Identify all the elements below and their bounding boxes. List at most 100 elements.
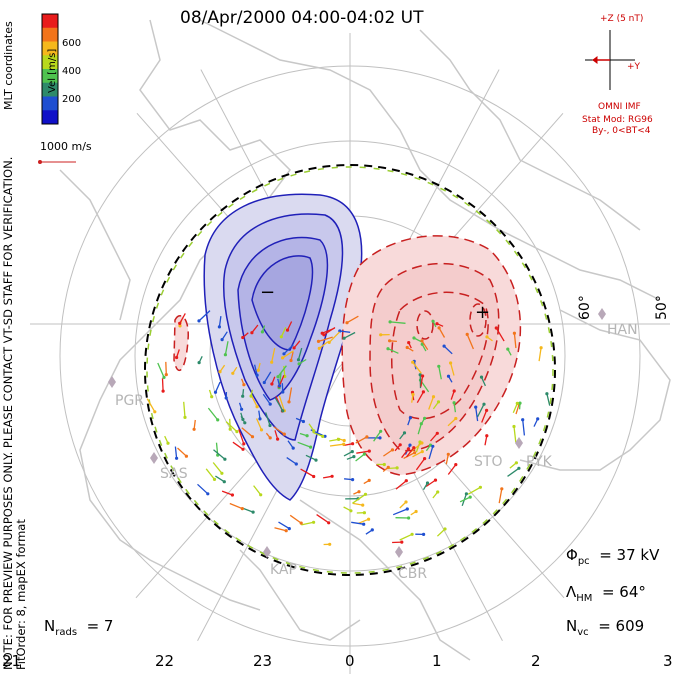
velocity-vector-origin	[282, 432, 286, 436]
velocity-vector-origin	[328, 542, 332, 546]
velocity-vector	[415, 458, 426, 471]
velocity-vector-origin	[223, 457, 227, 461]
velocity-vector	[449, 362, 455, 376]
velocity-vector-origin	[468, 495, 472, 499]
velocity-vector-origin	[378, 436, 382, 440]
velocity-vector-origin	[240, 507, 244, 511]
velocity-vector-origin	[386, 465, 390, 469]
velocity-vector	[390, 321, 406, 324]
velocity-vector	[522, 419, 526, 436]
mlt-label: 1	[432, 652, 442, 670]
velocity-vector-origin	[258, 417, 262, 421]
velocity-vector-origin	[178, 321, 182, 325]
velocity-vector	[358, 518, 369, 524]
velocity-vector-origin	[305, 434, 309, 438]
velocity-vector-origin	[352, 455, 356, 459]
velocity-vector	[343, 331, 356, 339]
velocity-vector-origin	[330, 474, 334, 478]
velocity-vector-origin	[323, 434, 327, 438]
velocity-vector-origin	[284, 529, 288, 533]
velocity-vector	[328, 331, 341, 343]
velocity-vector-origin	[321, 434, 325, 438]
velocity-vector-origin	[386, 347, 390, 351]
velocity-vector-origin	[294, 462, 298, 466]
velocity-vector-origin	[436, 490, 440, 494]
velocity-vector	[403, 452, 415, 459]
preview-note: NOTE: FOR PREVIEW PURPOSES ONLY. PLEASE …	[1, 156, 28, 670]
velocity-vector	[538, 347, 542, 362]
velocity-vector-origin	[249, 394, 253, 398]
velocity-vector-origin	[216, 418, 220, 422]
velocity-vector-origin	[240, 407, 244, 411]
velocity-vector-origin	[291, 446, 295, 450]
velocity-vector	[177, 447, 187, 457]
velocity-vector-origin	[350, 450, 354, 454]
velocity-vector	[515, 404, 520, 415]
velocity-vector-origin	[422, 532, 426, 537]
velocity-vector	[443, 345, 453, 355]
velocity-vector	[383, 449, 393, 457]
velocity-vector-origin	[518, 401, 522, 405]
velocity-vector	[274, 527, 287, 532]
velocity-vector-origin	[320, 331, 324, 335]
velocity-vector-origin	[241, 335, 245, 340]
velocity-vector-origin	[262, 380, 266, 385]
velocity-vector-origin	[512, 331, 517, 335]
velocity-vector-origin	[357, 490, 361, 494]
velocity-vector	[286, 457, 297, 465]
velocity-vector	[241, 427, 253, 438]
velocity-vector-origin	[545, 392, 549, 396]
velocity-vector	[466, 334, 474, 350]
velocity-vector	[430, 432, 438, 442]
velocity-vector-origin	[231, 371, 235, 375]
velocity-vector	[273, 426, 285, 435]
velocity-vector-origin	[420, 339, 424, 343]
velocity-vector-origin	[259, 493, 263, 497]
velocity-vector-origin	[351, 442, 355, 446]
velocity-vector	[421, 340, 429, 351]
potential-min-mark: −	[260, 282, 276, 303]
latitude-label: 50°	[654, 295, 670, 320]
imf-z-label: +Z (5 nT)	[600, 14, 644, 24]
station-label: KAP	[270, 562, 297, 578]
velocity-vector	[280, 327, 287, 338]
velocity-vector-origin	[184, 454, 188, 458]
velocity-vector	[253, 485, 262, 496]
velocity-vector-origin	[270, 360, 274, 364]
velocity-vector-origin	[413, 451, 417, 455]
velocity-vector-origin	[277, 384, 282, 388]
velocity-vector	[399, 533, 413, 541]
velocity-vector	[277, 365, 287, 378]
velocity-vector	[282, 350, 294, 359]
station-label: PYK	[526, 454, 552, 470]
velocity-vector-origin	[276, 437, 280, 441]
velocity-vector-origin	[446, 374, 451, 378]
velocity-vector	[355, 436, 368, 444]
velocity-vector-origin	[388, 320, 392, 324]
velocity-vector-origin	[242, 383, 246, 387]
velocity-vector-origin	[297, 362, 301, 366]
velocity-vector-origin	[217, 325, 221, 329]
colorbar-tick: 400	[62, 66, 82, 77]
velocity-vector-origin	[312, 429, 316, 433]
colorbar-segment	[42, 41, 58, 56]
velocity-colorbar	[42, 14, 58, 125]
velocity-vector-origin	[465, 332, 469, 336]
colorbar-segment	[42, 82, 58, 97]
velocity-vector	[300, 468, 315, 478]
velocity-vector	[212, 462, 223, 474]
velocity-vector	[321, 327, 335, 334]
velocity-vector	[438, 327, 446, 338]
mlt-label: 3	[663, 652, 673, 670]
velocity-vector-origin	[228, 427, 232, 431]
velocity-vector-origin	[367, 478, 371, 482]
velocity-vector-origin	[404, 500, 408, 504]
velocity-vector-origin	[220, 471, 224, 475]
velocity-vector	[265, 412, 271, 426]
velocity-vector	[356, 450, 370, 454]
colorbar-tick: 200	[62, 94, 82, 105]
coordinates-label: MLT coordinates	[2, 21, 15, 110]
velocity-vector-origin	[162, 375, 166, 379]
velocity-vector-origin	[327, 521, 331, 525]
velocity-vector-origin	[379, 429, 383, 433]
